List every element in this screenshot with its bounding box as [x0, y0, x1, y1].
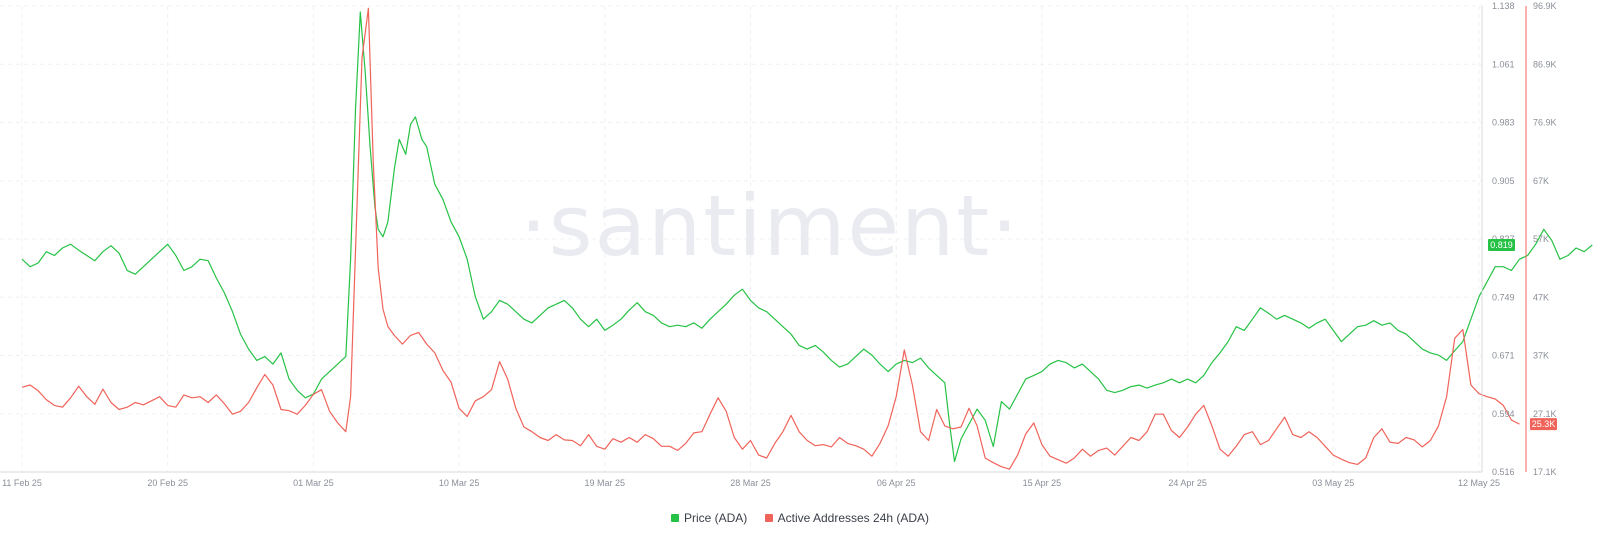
price-tick-label: 1.138 [1492, 1, 1515, 11]
x-tick-label: 24 Apr 25 [1168, 478, 1207, 488]
x-tick-label: 12 May 25 [1458, 478, 1500, 488]
addresses-tick-label: 27.1K [1533, 409, 1557, 419]
addresses-tick-label: 47K [1533, 292, 1549, 302]
chart-canvas: ·santiment· 11 Feb 25 20 Feb 25 01 Mar 25 1… [0, 1, 1593, 488]
addresses-last-value-badge [1530, 418, 1557, 431]
addresses-tick-label: 76.9K [1533, 118, 1557, 128]
addresses-tick-label: 86.9K [1533, 59, 1557, 69]
price-series-line[interactable] [21, 11, 1593, 463]
x-tick-label: 20 Feb 25 [147, 478, 188, 488]
legend: Price (ADA) Active Addresses 24h (ADA) [0, 511, 1600, 525]
x-tick-label: 06 Apr 25 [877, 478, 916, 488]
addresses-tick-label: 57K [1533, 234, 1549, 244]
x-tick-label: 10 Mar 25 [439, 478, 480, 488]
price-tick-label: 1.061 [1492, 59, 1515, 69]
price-last-value-badge [1488, 238, 1515, 251]
price-tick-label: 0.983 [1492, 118, 1515, 128]
addresses-tick-label: 17.1K [1533, 467, 1557, 477]
legend-label-addresses: Active Addresses 24h (ADA) [777, 511, 930, 525]
addresses-tick-label: 37K [1533, 351, 1549, 361]
x-tick-label: 19 Mar 25 [585, 478, 626, 488]
addresses-last-value-label: 25.3K [1532, 419, 1556, 429]
x-tick-label: 15 Apr 25 [1023, 478, 1062, 488]
price-tick-label: 0.671 [1492, 351, 1515, 361]
x-tick-label: 11 Feb 25 [2, 478, 42, 488]
legend-item-price[interactable]: Price (ADA) [670, 511, 748, 525]
watermark: ·santiment· [520, 177, 1020, 275]
legend-item-addresses[interactable]: Active Addresses 24h (ADA) [764, 511, 930, 525]
price-legend-swatch-icon [670, 514, 679, 522]
addresses-tick-label: 96.9K [1533, 1, 1557, 11]
legend-label-price: Price (ADA) [683, 511, 748, 525]
x-tick-label: 03 May 25 [1312, 478, 1354, 488]
grid [0, 5, 1482, 473]
price-tick-label: 0.749 [1492, 292, 1515, 302]
series-layer [21, 7, 1593, 470]
axes: 11 Feb 25 20 Feb 25 01 Mar 25 10 Mar 25 19 M… [0, 1, 1557, 488]
price-last-value-label: 0.819 [1490, 240, 1513, 250]
price-tick-label: 0.594 [1492, 409, 1515, 419]
price-tick-label: 0.905 [1492, 176, 1515, 186]
price-tick-label: 0.516 [1492, 467, 1515, 477]
addresses-legend-swatch-icon [764, 514, 773, 522]
addresses-tick-label: 67K [1533, 176, 1549, 186]
x-tick-label: 28 Mar 25 [730, 478, 771, 488]
addresses-series-line[interactable] [21, 7, 1520, 470]
x-tick-label: 01 Mar 25 [293, 478, 334, 488]
